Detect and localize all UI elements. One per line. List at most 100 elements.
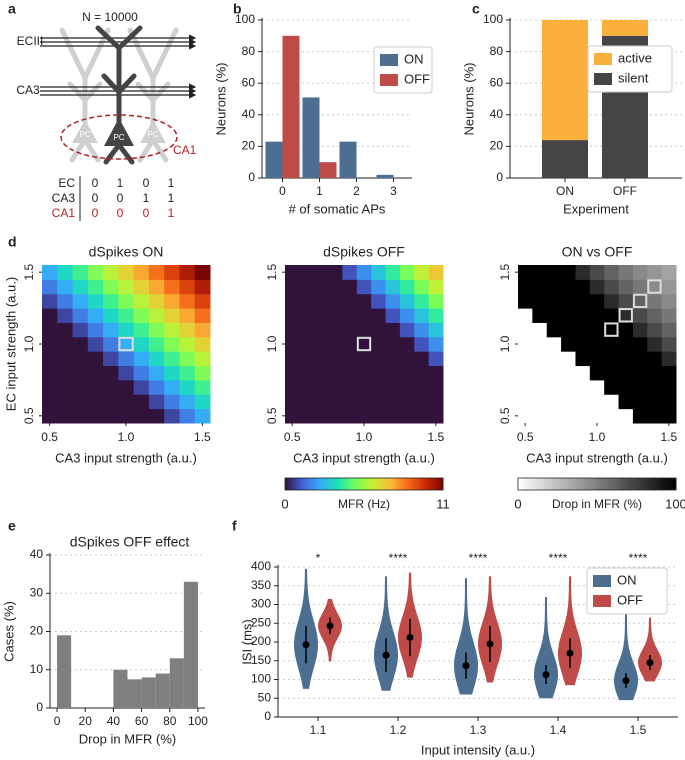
heatmap-cell xyxy=(604,351,620,367)
x-tick-label: 1.0 xyxy=(356,430,373,444)
heatmap-cell xyxy=(285,308,300,323)
colorbar-step xyxy=(610,478,614,490)
heatmap-cell xyxy=(57,265,74,280)
y-tick-label: 60 xyxy=(242,75,256,89)
colorbar-label: MFR (Hz) xyxy=(338,497,390,511)
colorbar-step xyxy=(612,478,616,490)
highlight-box xyxy=(118,336,134,352)
y-tick-label: 150 xyxy=(251,653,271,667)
chart-title: dSpikes OFF xyxy=(323,244,405,260)
heatmap-cell xyxy=(604,379,620,395)
heatmap-cell xyxy=(328,293,343,309)
violin xyxy=(374,576,398,691)
heatmap-cell xyxy=(371,322,387,338)
heatmap-cell xyxy=(371,394,387,410)
heatmap-cell xyxy=(342,293,358,309)
heatmap-cell xyxy=(148,279,165,295)
heatmap-cell xyxy=(385,322,401,338)
heatmap-cell xyxy=(118,379,135,395)
mean-dot xyxy=(542,671,550,679)
significance-label: * xyxy=(316,551,321,565)
heatmap-cell xyxy=(328,308,343,323)
heatmap-cell xyxy=(632,265,648,280)
heatmap-cell xyxy=(399,365,415,381)
colorbar-step xyxy=(536,478,540,490)
y-tick-label: 30 xyxy=(30,585,44,599)
heatmap-cell xyxy=(313,265,329,280)
heatmap-cell xyxy=(194,365,211,381)
heatmap-cell xyxy=(133,293,150,309)
colorbar-step xyxy=(552,478,556,490)
colorbar-step xyxy=(668,478,672,490)
colorbar-step xyxy=(549,478,553,490)
heatmap-cell xyxy=(285,351,300,367)
colorbar-step xyxy=(335,478,339,490)
heatmap-cell xyxy=(194,351,211,367)
heatmap-cell xyxy=(118,322,135,338)
heatmap-cell xyxy=(371,336,387,352)
heatmap-cell xyxy=(118,293,135,309)
heatmap-cell xyxy=(414,293,430,309)
heatmap-cell xyxy=(103,265,119,280)
colorbar-step xyxy=(546,478,551,490)
heatmap-cell xyxy=(414,379,430,395)
colorbar-tick-label: 100 xyxy=(665,496,685,511)
heatmap-cell xyxy=(428,336,444,352)
colorbar-step xyxy=(408,478,412,490)
heatmap-cell xyxy=(428,265,444,280)
legend-swatch xyxy=(593,595,611,607)
heatmap-cell xyxy=(618,293,634,309)
heatmap-cell xyxy=(532,293,548,309)
heatmap-cell xyxy=(313,293,329,309)
heatmap-cell xyxy=(589,351,605,367)
heatmap-cell xyxy=(103,336,119,352)
colorbar-step xyxy=(528,478,532,490)
heatmap-cell xyxy=(546,308,562,323)
heatmap-cell xyxy=(414,365,430,381)
significance-label: **** xyxy=(629,551,648,565)
colorbar-step xyxy=(429,478,433,490)
colorbar-step xyxy=(437,478,441,490)
violin xyxy=(638,617,662,682)
heatmap-cell xyxy=(148,336,165,352)
heatmap-cell xyxy=(103,351,119,367)
heatmap-cell xyxy=(148,365,165,381)
heatmap-cell xyxy=(399,336,415,352)
heatmap-cell xyxy=(371,351,387,367)
colorbar-step xyxy=(300,478,304,490)
colorbar-step xyxy=(432,478,436,490)
heatmap-cell xyxy=(518,293,533,309)
highlight-box xyxy=(647,279,662,294)
heatmap-cell xyxy=(575,308,591,323)
heatmap-cell xyxy=(356,379,372,395)
bar xyxy=(319,162,337,178)
x-tick-label: 0 xyxy=(54,714,61,728)
histogram-bar xyxy=(113,669,128,708)
bar-segment xyxy=(602,20,648,36)
x-axis-label: CA3 input strength (a.u.) xyxy=(55,450,197,465)
heatmap-cell xyxy=(661,379,677,395)
mean-dot xyxy=(382,651,390,659)
heatmap-cell xyxy=(328,336,343,352)
x-tick-label: 80 xyxy=(163,714,177,728)
colorbar-step xyxy=(586,478,590,490)
colorbar-step xyxy=(306,478,310,490)
heatmap-cell xyxy=(72,379,89,395)
heatmap-cell xyxy=(179,365,196,381)
heatmap-cell xyxy=(299,408,315,424)
heatmap-cell xyxy=(414,308,430,323)
heatmap-cell xyxy=(194,379,211,395)
heatmap-cell xyxy=(385,265,401,280)
heatmap-cell xyxy=(356,279,372,295)
heatmap-cell xyxy=(313,408,329,424)
colorbar-step xyxy=(377,478,381,490)
heatmap-cell xyxy=(164,351,180,367)
colorbar-step xyxy=(628,478,632,490)
heatmap-cell xyxy=(179,308,196,323)
y-tick-label: 1.5 xyxy=(498,264,512,281)
colorbar-step xyxy=(324,478,328,490)
colorbar-step xyxy=(531,478,535,490)
heatmap-cell xyxy=(356,351,372,367)
colorbar-step xyxy=(406,478,410,490)
colorbar-step xyxy=(557,478,561,490)
